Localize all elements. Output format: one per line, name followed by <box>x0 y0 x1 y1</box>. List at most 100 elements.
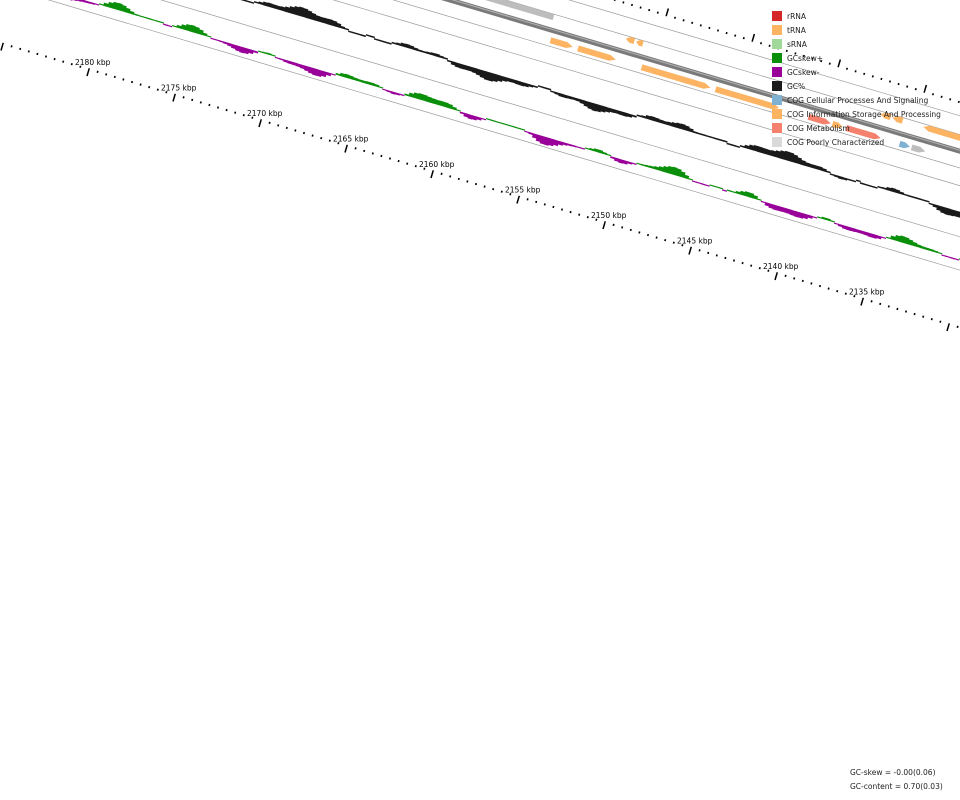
scale-tick <box>879 302 882 306</box>
gc-percent-bar <box>369 35 376 39</box>
gc-percent-bar <box>821 168 827 173</box>
gc-skew-bar <box>459 111 465 115</box>
scale-tick <box>758 267 761 270</box>
scale-tick <box>0 42 4 51</box>
gc-skew-bar <box>343 73 350 79</box>
gc-percent-bar <box>258 1 264 6</box>
gc-percent-bar <box>817 166 823 171</box>
gc-skew-bar <box>601 151 608 155</box>
scale-tick <box>827 287 830 290</box>
scale-tick <box>732 259 736 262</box>
gc-skew-bar <box>718 186 724 190</box>
gc-percent-bar <box>296 6 305 17</box>
scale-tick <box>96 70 99 74</box>
gc-skew-bar <box>447 103 453 110</box>
gc-skew-bar <box>920 245 926 250</box>
scale-tick <box>734 34 737 37</box>
gc-skew-bar <box>374 83 380 88</box>
gc-percent-bar <box>881 186 887 190</box>
gc-skew-bar <box>98 3 104 6</box>
gc-skew-bar <box>476 116 482 121</box>
scale-tick <box>406 162 409 165</box>
gc-percent-bar <box>339 25 346 30</box>
gc-skew-bar <box>390 91 396 95</box>
gc-skew-bar <box>743 191 750 198</box>
gc-skew-bar <box>471 115 478 121</box>
scale-tick <box>638 231 641 234</box>
gc-skew-bar <box>553 139 560 147</box>
scale-tick <box>750 264 753 267</box>
gc-skew-bar <box>335 72 341 76</box>
scale-tick <box>639 6 642 9</box>
gc-skew-bar <box>197 29 204 36</box>
scale-tick <box>707 251 710 255</box>
gc-skew-bar <box>937 251 943 255</box>
gc-percent-bar <box>244 0 250 3</box>
gc-skew-bar <box>257 50 263 53</box>
legend-label: COG Metabolism <box>787 123 850 133</box>
scale-tick <box>613 0 616 2</box>
scale-tick <box>86 68 90 77</box>
scale-tick <box>699 24 702 27</box>
scale-tick <box>716 29 720 32</box>
gc-skew-bar <box>438 100 445 107</box>
cog-feature-arrow <box>714 86 780 110</box>
gc-skew-bar <box>193 26 200 34</box>
scale-label: 2165 kbp <box>333 135 369 144</box>
cog-feature-arrow <box>484 0 555 21</box>
scale-tick <box>871 75 874 78</box>
gc-skew-bar <box>902 236 910 245</box>
scale-tick <box>880 77 883 81</box>
cog-feature-arrow <box>807 113 831 125</box>
scale-tick <box>724 256 727 260</box>
gc-percent-bar <box>846 178 852 182</box>
gc-percent-bar <box>864 183 870 187</box>
gc-skew-bar <box>739 190 746 196</box>
gc-skew-bar <box>434 99 441 106</box>
gc-skew-bar <box>610 156 616 160</box>
scale-tick <box>946 323 950 332</box>
gc-percent-bar <box>653 117 660 123</box>
gc-skew-bar <box>146 17 152 20</box>
gc-skew-bar <box>885 236 891 240</box>
gc-percent-bar <box>804 162 810 167</box>
scale-tick <box>897 82 900 86</box>
gc-skew-bar <box>704 184 710 187</box>
gc-skew-bar <box>622 159 629 165</box>
gc-skew-bar <box>262 51 268 55</box>
gc-skew-bar <box>752 195 759 200</box>
scale-tick <box>535 200 538 204</box>
scale-tick <box>801 279 804 283</box>
scale-tick <box>622 1 625 4</box>
gc-skew-bar <box>859 230 865 235</box>
gc-percent-bar <box>739 145 745 148</box>
gc-skew-bar <box>243 47 250 55</box>
gc-percent-bar <box>463 64 470 71</box>
gc-percent-bar <box>421 50 427 54</box>
cog-feature-arrow <box>640 64 711 89</box>
gc-skew-bar <box>709 184 715 187</box>
scale-tick <box>629 228 632 232</box>
scale-label: 2170 kbp <box>247 109 283 118</box>
gc-percent-bar <box>851 179 857 183</box>
gc-percent-bar <box>408 45 415 50</box>
scale-tick <box>931 93 935 96</box>
gc-skew-bar <box>915 243 922 249</box>
gc-percent-bar <box>417 49 423 53</box>
legend-item-gcskew-pos: GCskew+ <box>772 51 941 65</box>
scale-tick <box>956 325 959 329</box>
gc-skew-bar <box>618 158 624 164</box>
scale-tick <box>949 98 952 101</box>
scale-tick <box>655 236 658 239</box>
scale-label: 2155 kbp <box>505 186 541 195</box>
gc-percent-bar <box>722 139 728 143</box>
gc-percent-bar <box>575 98 581 102</box>
gc-percent-bar <box>262 1 269 7</box>
gc-skew-bar <box>798 212 805 219</box>
track-guide-line <box>332 0 960 187</box>
gc-skew-bar <box>365 81 371 85</box>
scale-tick <box>337 142 340 145</box>
gc-percent-bar <box>523 82 530 88</box>
gc-skew-bar <box>395 92 401 96</box>
gc-skew-bar <box>841 224 848 230</box>
